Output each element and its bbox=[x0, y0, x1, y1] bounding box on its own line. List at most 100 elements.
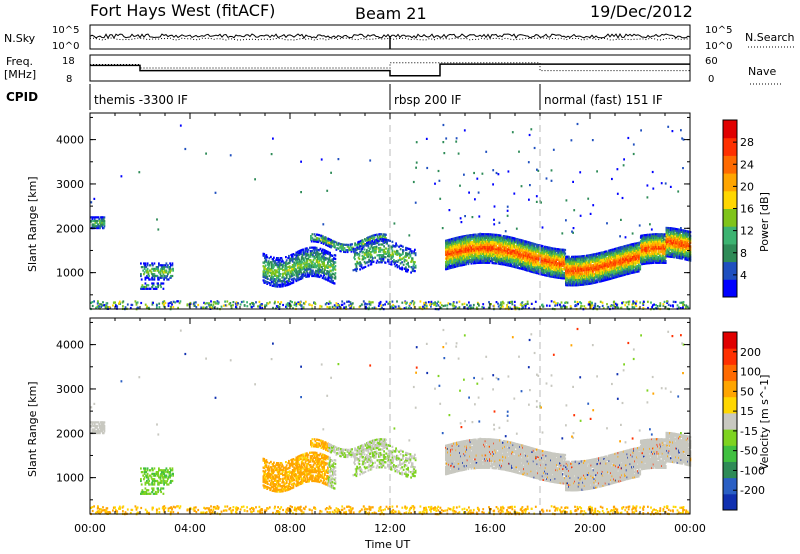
echo-cell bbox=[448, 256, 451, 259]
echo-cell bbox=[320, 238, 323, 241]
echo-cell bbox=[454, 256, 457, 259]
echo-cell bbox=[376, 233, 378, 236]
echo-cell bbox=[448, 258, 451, 261]
echo-cell bbox=[334, 261, 337, 264]
echo-cell bbox=[288, 269, 290, 272]
echo-cell bbox=[352, 247, 355, 250]
echo-cell bbox=[149, 269, 152, 272]
echo-cell bbox=[298, 258, 301, 262]
echo-cell bbox=[358, 254, 361, 257]
echo-cell bbox=[536, 249, 539, 252]
nsky-panel: N.Sky 10^5 10^0 10^5 10^0 N.Search bbox=[4, 24, 795, 52]
echo-cell bbox=[562, 275, 565, 278]
echo-cell bbox=[348, 247, 350, 250]
echo-cell bbox=[324, 241, 326, 244]
echo-cell bbox=[102, 223, 104, 226]
echo-cell bbox=[366, 249, 368, 252]
echo-cell bbox=[583, 274, 586, 277]
echo-cell bbox=[344, 250, 347, 254]
echo-cell bbox=[548, 271, 551, 274]
echo-cell bbox=[320, 241, 323, 244]
echo-cell bbox=[322, 275, 325, 278]
echo-cell bbox=[537, 256, 540, 259]
echo-cell bbox=[102, 218, 105, 221]
echo-cell bbox=[382, 259, 385, 262]
echo-cell bbox=[322, 237, 325, 240]
echo-cell bbox=[310, 240, 313, 243]
echo-cell bbox=[342, 245, 344, 248]
echo-cell bbox=[388, 262, 391, 265]
echo-cell bbox=[273, 265, 275, 268]
echo-cell bbox=[306, 261, 308, 264]
echo-cell bbox=[521, 259, 524, 262]
echo-cell bbox=[288, 261, 291, 264]
echo-cell bbox=[319, 247, 322, 250]
echo-cell bbox=[280, 260, 283, 263]
echo-cell bbox=[146, 287, 149, 290]
echo-cell bbox=[408, 251, 411, 254]
echo-cell bbox=[306, 250, 309, 253]
echo-cell bbox=[312, 253, 314, 256]
echo-cell bbox=[368, 258, 370, 261]
echo-cell bbox=[291, 253, 293, 256]
echo-cell bbox=[571, 273, 574, 276]
echo-cell bbox=[167, 264, 169, 267]
echo-cell bbox=[411, 257, 414, 260]
echo-cell bbox=[355, 262, 358, 265]
echo-cell bbox=[331, 276, 334, 279]
echo-cell bbox=[304, 251, 307, 254]
echo-cell bbox=[311, 273, 313, 276]
echo-cell bbox=[143, 266, 146, 269]
echo-cell bbox=[571, 268, 573, 271]
echo-cell bbox=[471, 253, 473, 256]
echo-cell bbox=[149, 287, 152, 290]
echo-cell bbox=[499, 253, 501, 257]
echo-cell bbox=[609, 260, 612, 263]
echo-cell bbox=[91, 216, 94, 219]
echo-cell bbox=[579, 282, 582, 285]
echo-cell bbox=[559, 275, 562, 278]
echo-cell bbox=[276, 262, 278, 265]
echo-cell bbox=[490, 240, 492, 243]
echo-cell bbox=[510, 263, 512, 266]
echo-cell bbox=[300, 273, 303, 277]
echo-cell bbox=[583, 254, 586, 258]
echo-cell bbox=[599, 253, 602, 256]
echo-cell bbox=[472, 244, 474, 247]
echo-cell bbox=[313, 250, 316, 253]
echo-cell bbox=[557, 273, 560, 276]
echo-cell bbox=[532, 253, 535, 256]
echo-cell bbox=[475, 256, 478, 259]
echo-cell bbox=[564, 266, 567, 269]
echo-cell bbox=[300, 268, 303, 271]
echo-cell bbox=[505, 246, 508, 249]
echo-cell bbox=[291, 271, 294, 274]
echo-cell bbox=[480, 240, 482, 243]
echo-cell bbox=[582, 280, 585, 283]
echo-cell bbox=[341, 243, 344, 246]
echo-cell bbox=[291, 269, 293, 272]
echo-cell bbox=[358, 258, 361, 261]
echo-cell bbox=[582, 278, 585, 281]
echo-cell bbox=[374, 256, 376, 259]
echo-cell bbox=[328, 271, 331, 274]
echo-cell bbox=[380, 254, 382, 257]
echo-cell bbox=[592, 280, 595, 283]
echo-cell bbox=[266, 275, 269, 278]
echo-cell bbox=[373, 234, 375, 237]
echo-cell bbox=[99, 221, 102, 224]
echo-cell bbox=[154, 269, 156, 272]
echo-cell bbox=[102, 216, 104, 219]
echo-cell bbox=[488, 258, 491, 261]
echo-cell bbox=[374, 245, 376, 249]
echo-cell bbox=[327, 252, 329, 255]
echo-cell bbox=[272, 263, 275, 266]
echo-cell bbox=[466, 248, 469, 251]
echo-cell bbox=[327, 279, 330, 282]
echo-cell bbox=[520, 244, 522, 247]
echo-cell bbox=[161, 274, 163, 278]
echo-cell bbox=[328, 241, 331, 245]
echo-cell bbox=[318, 267, 321, 270]
echo-cell bbox=[573, 261, 576, 264]
echo-cell bbox=[579, 271, 582, 274]
